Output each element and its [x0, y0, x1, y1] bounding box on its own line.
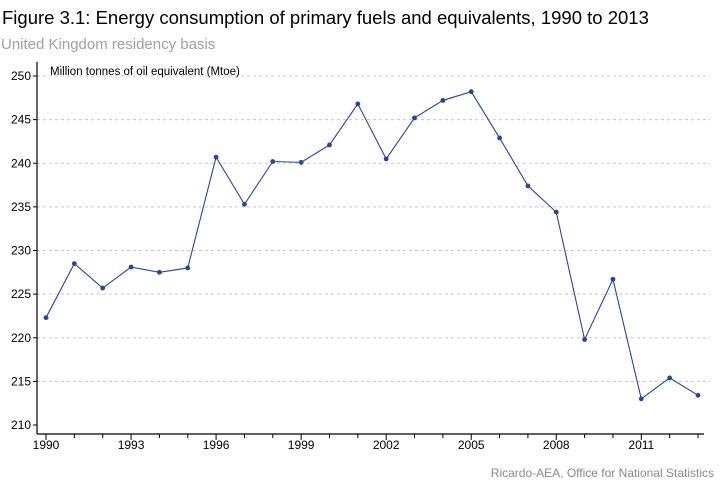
- x-tick-label: 2005: [458, 438, 485, 452]
- y-tick-label: 245: [11, 113, 31, 127]
- y-axis-label: Million tonnes of oil equivalent (Mtoe): [50, 66, 240, 78]
- data-point: [43, 315, 49, 321]
- data-point: [270, 159, 276, 164]
- x-tick-label: 2008: [543, 438, 570, 452]
- data-point: [327, 142, 332, 148]
- y-tick-label: 240: [11, 156, 31, 170]
- axes: [33, 62, 704, 440]
- data-point: [497, 135, 502, 141]
- x-tick-label: 1999: [288, 438, 315, 452]
- tick-labels: 210 215 220 225 230 235 240 245 250 1990 1993 1996 1…: [11, 69, 655, 452]
- series-layer: [43, 89, 701, 402]
- data-point: [638, 396, 644, 402]
- y-tick-label: 215: [11, 374, 31, 388]
- data-point: [71, 261, 77, 266]
- x-tick-label: 1993: [118, 438, 145, 452]
- data-point: [610, 276, 616, 282]
- y-tick-label: 230: [11, 244, 31, 258]
- y-tick-label: 225: [11, 287, 31, 301]
- data-point: [553, 209, 559, 215]
- data-point: [242, 201, 247, 207]
- x-tick-label: 2011: [628, 438, 654, 452]
- data-point: [298, 159, 304, 165]
- data-point: [213, 154, 219, 160]
- series-line: [45, 91, 699, 400]
- y-tick-label: 220: [11, 331, 31, 345]
- data-point: [355, 101, 361, 107]
- data-point: [383, 156, 389, 162]
- data-point: [412, 115, 417, 121]
- data-point: [440, 98, 446, 103]
- x-tick-label: 2002: [373, 438, 400, 452]
- gridlines: [37, 75, 710, 382]
- data-point: [128, 264, 134, 270]
- data-point: [667, 375, 673, 381]
- y-tick-label: 235: [11, 200, 31, 214]
- data-point: [185, 265, 191, 271]
- chart-subtitle: United Kingdom residency basis: [1, 36, 216, 53]
- y-tick-label: 210: [11, 418, 31, 432]
- data-point: [695, 392, 701, 398]
- data-point: [100, 285, 106, 291]
- x-tick-label: 1996: [203, 438, 230, 452]
- data-point: [468, 89, 474, 95]
- chart-title: Figure 3.1: Energy consumption of primar…: [2, 7, 649, 28]
- data-point: [156, 269, 162, 275]
- x-tick-label: 1990: [33, 438, 60, 452]
- data-point: [525, 183, 531, 189]
- source-note: Ricardo-AEA, Office for National Statist…: [490, 466, 714, 480]
- data-point: [582, 337, 588, 342]
- y-tick-label: 250: [11, 69, 31, 83]
